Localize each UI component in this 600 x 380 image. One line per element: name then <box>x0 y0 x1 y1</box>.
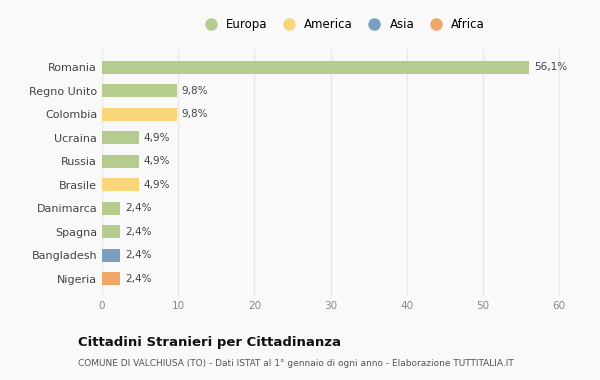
Bar <box>102 249 120 262</box>
Text: 4,9%: 4,9% <box>144 180 170 190</box>
Text: 9,8%: 9,8% <box>181 109 208 119</box>
Text: 2,4%: 2,4% <box>125 227 151 237</box>
Bar <box>102 131 139 144</box>
Text: 2,4%: 2,4% <box>125 250 151 260</box>
Legend: Europa, America, Asia, Africa: Europa, America, Asia, Africa <box>197 16 487 33</box>
Text: Cittadini Stranieri per Cittadinanza: Cittadini Stranieri per Cittadinanza <box>78 336 341 349</box>
Bar <box>102 84 176 97</box>
Bar <box>102 108 176 120</box>
Bar <box>102 225 120 238</box>
Text: COMUNE DI VALCHIUSA (TO) - Dati ISTAT al 1° gennaio di ogni anno - Elaborazione : COMUNE DI VALCHIUSA (TO) - Dati ISTAT al… <box>78 359 514 368</box>
Bar <box>102 272 120 285</box>
Text: 4,9%: 4,9% <box>144 133 170 142</box>
Text: 2,4%: 2,4% <box>125 274 151 284</box>
Text: 56,1%: 56,1% <box>534 62 567 72</box>
Bar <box>102 155 139 168</box>
Bar <box>102 178 139 191</box>
Text: 9,8%: 9,8% <box>181 86 208 96</box>
Text: 4,9%: 4,9% <box>144 156 170 166</box>
Bar <box>102 61 529 74</box>
Bar <box>102 202 120 215</box>
Text: 2,4%: 2,4% <box>125 203 151 213</box>
